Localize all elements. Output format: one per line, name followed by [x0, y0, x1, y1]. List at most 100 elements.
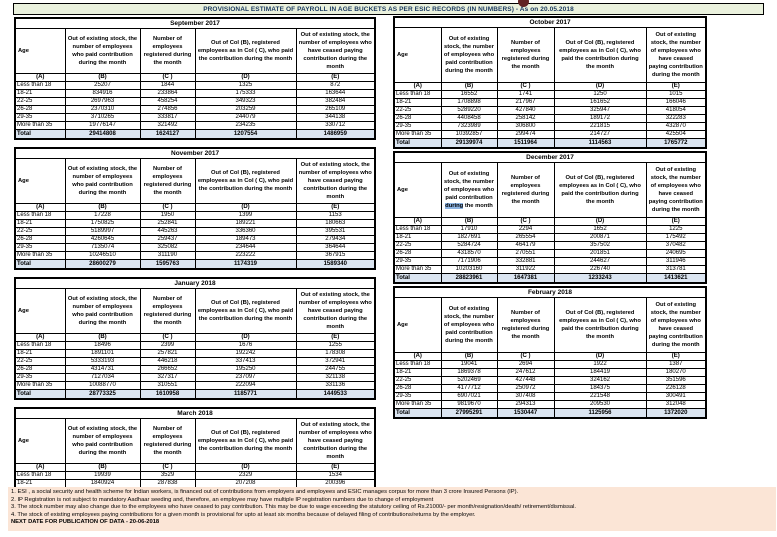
col-header-d: Out of Col (B), registered employees as … [194, 158, 297, 204]
col-letter-c: (C ) [496, 352, 555, 361]
col-letter-e: (E) [645, 352, 707, 361]
value-cell: 4318570 [440, 249, 498, 258]
value-cell: 203259 [194, 105, 297, 114]
maroon-dot-icon [518, 0, 529, 7]
value-cell: 1750825 [64, 219, 141, 228]
total-label-cell: Total [393, 138, 442, 149]
value-cell: 327317 [139, 373, 196, 382]
total-value-cell: 1530447 [496, 408, 555, 419]
value-cell: 221815 [553, 122, 647, 131]
value-cell: 2697963 [64, 97, 141, 106]
value-cell: 1827691 [440, 233, 498, 242]
table-row: 26-28 2370310 274856 203259 265109 [14, 105, 376, 114]
value-cell: 233864 [139, 89, 196, 98]
table-row: 26-28 4177712 250972 184375 226128 [393, 384, 707, 393]
col-header-c: Number of employees registered during th… [139, 28, 196, 74]
value-cell: 427840 [496, 106, 555, 115]
value-cell: 446218 [139, 357, 196, 366]
footnotes-block: 1. ESI , a social security and health sc… [8, 487, 776, 531]
value-cell: 299474 [496, 130, 555, 139]
value-cell: 2694 [496, 360, 555, 369]
col-header-age: Age [393, 162, 442, 218]
table-row: 29-35 7323989 306800 221815 432870 [393, 122, 707, 131]
value-cell: 382484 [295, 97, 376, 106]
value-cell: 189473 [194, 235, 297, 244]
value-cell: 367915 [295, 251, 376, 260]
value-cell: 274856 [139, 105, 196, 114]
total-label-cell: Total [14, 259, 66, 270]
table-row: 29-35 7171906 332881 244627 311946 [393, 257, 707, 266]
table-row: 22-25 2697963 458254 349323 382484 [14, 97, 376, 106]
table-row: 22-25 5189997 445263 336360 395531 [14, 227, 376, 236]
col-header-age: Age [14, 28, 66, 74]
col-letter-d: (D) [194, 463, 297, 472]
value-cell: 321492 [139, 121, 196, 130]
table-row: More than 35 9819670 294313 209530 31204… [393, 400, 707, 409]
payroll-table: January 2018 Age Out of existing stock, … [14, 277, 376, 400]
table-row: Less than 18 18496 2399 1676 1255 [14, 341, 376, 350]
table-row: 29-35 6907021 307408 221548 300491 [393, 392, 707, 401]
age-cell: 22-25 [14, 357, 66, 366]
col-header-b: Out of existing stock, the number of emp… [64, 158, 141, 204]
value-cell: 834916 [64, 89, 141, 98]
column-letters-row: (A) (B) (C ) (D) (E) [14, 463, 376, 472]
age-cell: 29-35 [14, 243, 66, 252]
table-row: 26-28 4408458 258142 189172 322283 [393, 114, 707, 123]
value-cell: 1950 [139, 211, 196, 220]
value-cell: 364644 [295, 243, 376, 252]
value-cell: 25207 [64, 81, 141, 90]
value-cell: 331136 [295, 381, 376, 390]
value-cell: 1652 [553, 225, 647, 234]
footnote-2: 2. IP Registration is not subject to man… [11, 496, 434, 503]
footnote-3: 3. The stock number may also change due … [11, 504, 576, 511]
value-cell: 258142 [496, 114, 555, 123]
col-letter-e: (E) [645, 217, 707, 226]
value-cell: 1844 [139, 81, 196, 90]
left-table-column: September 2017 Age Out of existing stock… [14, 17, 377, 537]
value-cell: 279434 [295, 235, 376, 244]
value-cell: 2294 [496, 225, 555, 234]
table-row: More than 35 19776147 321492 234235 3307… [14, 121, 376, 130]
col-header-b: Out of existing stock, the number of emp… [64, 288, 141, 334]
table-row: Less than 18 25207 1844 1325 872 [14, 81, 376, 90]
col-letter-d: (D) [194, 333, 297, 342]
value-cell: 247612 [496, 368, 555, 377]
value-cell: 307408 [496, 392, 555, 401]
value-cell: 226128 [645, 384, 707, 393]
col-letter-e: (E) [295, 333, 376, 342]
total-value-cell: 28823961 [440, 273, 498, 284]
total-value-cell: 29414808 [64, 129, 141, 140]
value-cell: 222094 [194, 381, 297, 390]
value-cell: 872 [295, 81, 376, 90]
month-table: December 2017 Age Out of existing stock,… [393, 151, 708, 284]
value-cell: 10203160 [440, 265, 498, 274]
value-cell: 250972 [496, 384, 555, 393]
table-row: 18-21 1750825 252841 189221 180663 [14, 219, 376, 228]
value-cell: 259437 [139, 235, 196, 244]
table-row: 18-21 834916 233864 175333 163644 [14, 89, 376, 98]
col-letter-b: (B) [64, 463, 141, 472]
total-value-cell: 28600279 [64, 259, 141, 270]
value-cell: 1225 [645, 225, 707, 234]
payroll-table: October 2017 Age Out of existing stock, … [393, 16, 708, 149]
next-publication-date: NEXT DATE FOR PUBLICATION OF DATA - 20-0… [11, 519, 160, 526]
col-letter-c: (C ) [496, 217, 555, 226]
total-value-cell: 1595763 [139, 259, 196, 270]
col-letter-a: (A) [14, 203, 66, 212]
column-letters-row: (A) (B) (C ) (D) (E) [393, 82, 707, 91]
value-cell: 270551 [496, 249, 555, 258]
column-letters-row: (A) (B) (C ) (D) (E) [393, 352, 707, 361]
value-cell: 234644 [194, 243, 297, 252]
value-cell: 418054 [645, 106, 707, 115]
col-header-age: Age [393, 297, 442, 353]
total-value-cell: 1185771 [194, 389, 297, 400]
age-cell: Less than 18 [393, 360, 442, 369]
value-cell: 201851 [553, 249, 647, 258]
col-header-d: Out of Col (B), registered employees as … [194, 418, 297, 464]
value-cell: 1708898 [440, 98, 498, 107]
value-cell: 7171906 [440, 257, 498, 266]
age-cell: More than 35 [14, 381, 66, 390]
age-cell: 26-28 [393, 384, 442, 393]
col-header-d: Out of Col (B), registered employees as … [553, 162, 647, 218]
right-table-column: October 2017 Age Out of existing stock, … [393, 16, 708, 421]
